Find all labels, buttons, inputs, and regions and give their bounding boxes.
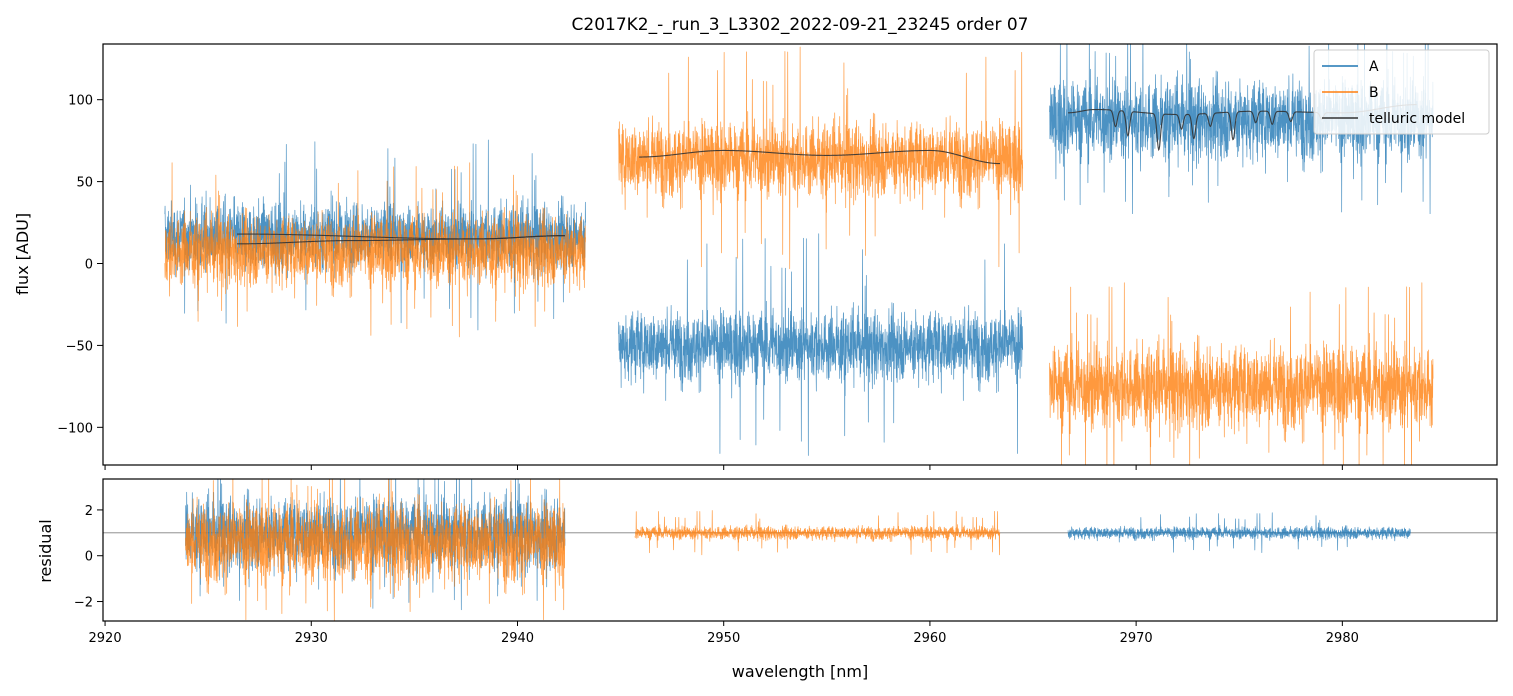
x-tick-label: 2960	[913, 631, 946, 646]
flux-series-a-segment-1	[618, 233, 1024, 456]
x-tick-label: 2940	[501, 631, 534, 646]
flux-series-b-segment-0	[164, 162, 586, 338]
legend-box	[1313, 49, 1490, 135]
residual-ylabel: residual	[36, 519, 55, 582]
legend: A B telluric model	[1313, 49, 1490, 135]
legend-label-b: B	[1369, 85, 1379, 101]
residual-ytick-label: −2	[74, 596, 93, 611]
flux-ytick-label: 100	[68, 94, 93, 109]
flux-ytick-label: 50	[76, 176, 93, 191]
legend-label-a: A	[1369, 59, 1379, 75]
residual-frame	[102, 478, 1498, 622]
flux-ytick-label: −50	[66, 339, 93, 354]
residual-series-b-segment-0	[185, 479, 566, 621]
residual-series-a-segment-1	[1067, 512, 1411, 553]
residual-axes: −2 0 2 2920 2930 2940 2950 2960 2970 2980	[74, 504, 1359, 646]
chart-title: C2017K2_-_run_3_L3302_2022-09-21_23245 o…	[572, 15, 1029, 35]
residual-ytick-label: 2	[85, 504, 93, 519]
x-tick-label: 2970	[1120, 631, 1153, 646]
flux-series-telluric-model-segment-2	[639, 149, 1001, 165]
x-axis-label: wavelength [nm]	[732, 662, 869, 681]
flux-plot-area	[164, 44, 1434, 465]
x-tick-label: 2980	[1326, 631, 1359, 646]
flux-series-b-segment-2	[1049, 282, 1434, 465]
x-tick-label: 2920	[89, 631, 122, 646]
x-tick-label: 2930	[295, 631, 328, 646]
residual-ytick-label: 0	[85, 550, 93, 565]
flux-axes: −100 −50 0 50 100	[57, 94, 1343, 470]
residual-series-b-segment-1	[634, 510, 1001, 556]
flux-ylabel: flux [ADU]	[13, 213, 32, 295]
flux-ytick-label: −100	[57, 421, 93, 436]
x-tick-label: 2950	[707, 631, 740, 646]
flux-frame	[102, 43, 1498, 466]
flux-series-telluric-model-segment-1	[237, 235, 565, 245]
legend-label-telluric-model: telluric model	[1369, 111, 1465, 127]
flux-ytick-label: 0	[85, 258, 93, 273]
flux-series-b-segment-1	[618, 46, 1024, 270]
residual-plot-area	[103, 479, 1497, 621]
